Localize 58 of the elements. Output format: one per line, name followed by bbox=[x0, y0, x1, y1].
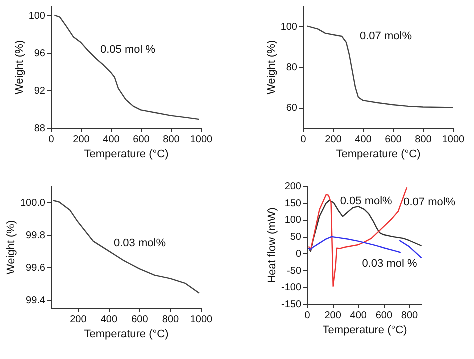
line-series bbox=[308, 236, 402, 254]
x-tick-label: 800 bbox=[162, 314, 180, 326]
y-axis-title: Weight (%) bbox=[5, 220, 18, 275]
annotation: 0.07 mol% bbox=[360, 30, 412, 42]
x-tick-label: 400 bbox=[350, 310, 368, 322]
y-tick-label: 99.6 bbox=[26, 262, 46, 274]
annotation: 0.03 mol% bbox=[114, 237, 166, 250]
y-axis-title: Weight (%) bbox=[266, 40, 278, 95]
x-axis-title: Temperature (°C) bbox=[336, 148, 421, 160]
x-tick-label: 200 bbox=[325, 134, 342, 146]
y-tick-label: 80 bbox=[286, 62, 298, 74]
x-tick-label: 400 bbox=[103, 134, 120, 146]
annotation: 0.05 mol % bbox=[100, 44, 156, 56]
x-axis-title: Temperature (°C) bbox=[84, 148, 169, 160]
x-tick-label: 600 bbox=[385, 134, 402, 146]
x-tick-label: 1000 bbox=[190, 134, 214, 146]
x-tick-label: 200 bbox=[70, 314, 88, 326]
y-tick-label: 100 bbox=[28, 10, 46, 22]
x-tick-label: 0 bbox=[48, 134, 55, 146]
x-tick-label: 1000 bbox=[190, 314, 214, 326]
x-tick-label: 400 bbox=[100, 314, 118, 326]
y-tick-label: 99.8 bbox=[26, 230, 46, 242]
line-series bbox=[54, 14, 200, 120]
x-axis-title: Temperature (°C) bbox=[84, 328, 169, 340]
y-axis-title: Heat flow (mW) bbox=[266, 208, 278, 284]
x-tick-label: 800 bbox=[163, 134, 180, 146]
y-tick-label: -50 bbox=[287, 266, 302, 277]
annotation: 0.05 mol% bbox=[340, 195, 393, 208]
x-tick-label: 800 bbox=[401, 310, 418, 322]
y-tick-label: 200 bbox=[284, 182, 302, 192]
y-tick-label: 50 bbox=[290, 232, 302, 244]
x-tick-label: 200 bbox=[324, 310, 342, 322]
x-tick-label: 600 bbox=[133, 134, 150, 146]
y-tick-label: 96 bbox=[34, 48, 46, 60]
y-tick-label: -100 bbox=[281, 282, 302, 294]
annotation: 0.07 mol% bbox=[404, 196, 456, 209]
x-axis-title: Temperature (°C) bbox=[322, 324, 408, 336]
y-tick-label: 92 bbox=[34, 86, 46, 97]
line-series bbox=[306, 26, 453, 108]
y-tick-label: -150 bbox=[281, 300, 302, 310]
x-tick-label: 200 bbox=[73, 134, 90, 146]
y-tick-label: 88 bbox=[34, 124, 46, 134]
y-tick-label: 150 bbox=[284, 198, 302, 210]
y-tick-label: 100 bbox=[284, 215, 302, 226]
y-tick-label: 100.0 bbox=[20, 198, 46, 209]
x-tick-label: 1000 bbox=[442, 134, 466, 146]
y-tick-label: 100 bbox=[280, 22, 298, 33]
x-tick-label: 400 bbox=[355, 134, 372, 146]
y-tick-label: 60 bbox=[286, 103, 298, 114]
x-tick-label: 600 bbox=[132, 314, 149, 326]
x-tick-label: 0 bbox=[304, 310, 311, 322]
y-axis-title: Weight (%) bbox=[14, 40, 26, 95]
x-tick-label: 600 bbox=[376, 310, 393, 322]
y-tick-label: 0 bbox=[296, 248, 302, 260]
x-tick-label: 800 bbox=[415, 134, 432, 146]
annotation: 0.03 mol % bbox=[362, 258, 418, 270]
line-series bbox=[52, 200, 200, 294]
y-tick-label: 99.4 bbox=[26, 295, 46, 306]
